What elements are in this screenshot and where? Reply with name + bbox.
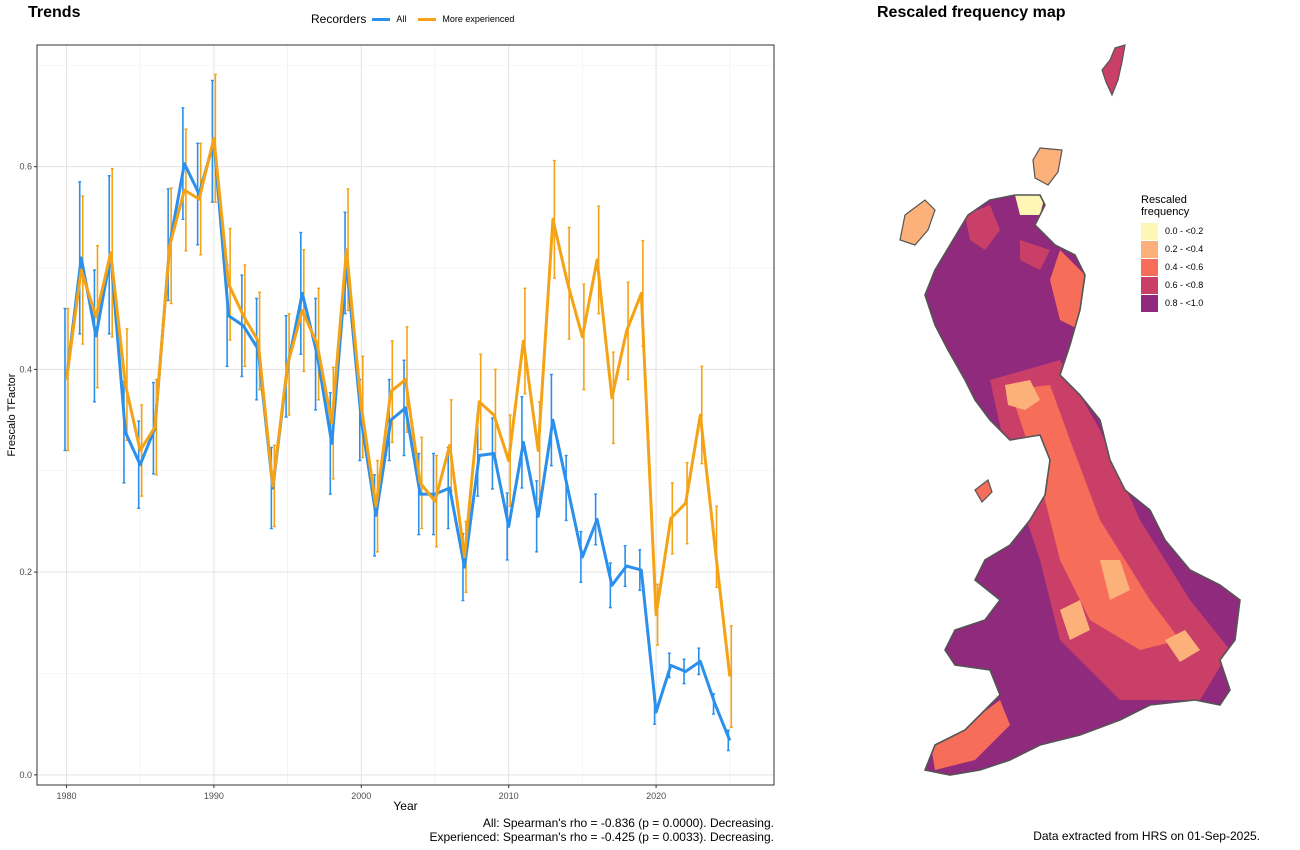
map-band-light xyxy=(1005,380,1200,662)
legend-title: Recorders xyxy=(311,12,367,26)
y-axis-label: Frescalo TFactor xyxy=(6,373,18,456)
arran-island xyxy=(974,479,993,503)
trends-chart: 0.0 0.2 0.4 0.6 1980 1990 2000 2010 2020 Year Fr… xyxy=(6,44,775,813)
map-islands xyxy=(899,44,1126,503)
map-band-north-light xyxy=(1015,195,1045,215)
map-legend-row: 0.2 - <0.4 xyxy=(1141,240,1203,258)
map-legend-row: 0.4 - <0.6 xyxy=(1141,258,1203,276)
map-legend-swatch xyxy=(1141,258,1158,276)
stats-line-all: All: Spearman's rho = -0.836 (p = 0.0000… xyxy=(482,816,774,830)
y-tick-label: 0.6 xyxy=(19,162,32,172)
legend-label-all: All xyxy=(396,14,407,24)
plot-border xyxy=(36,44,775,786)
x-tick-label: 2000 xyxy=(351,791,371,801)
map-band-highlands xyxy=(965,205,1050,270)
legend-swatch-all xyxy=(372,17,391,21)
y-tick-label: 0.2 xyxy=(19,567,32,577)
map-legend-swatch xyxy=(1141,276,1158,294)
shetland-island xyxy=(1101,44,1126,97)
stats-line-experienced: Experienced: Spearman's rho = -0.425 (p … xyxy=(429,830,775,844)
x-tick-label: 1990 xyxy=(204,791,224,801)
map-legend-row: 0.0 - <0.2 xyxy=(1141,222,1203,240)
series-layer xyxy=(63,73,733,752)
map-title: Rescaled frequency map xyxy=(877,4,1066,21)
map-legend-swatch xyxy=(1141,294,1158,312)
x-tick-label: 2010 xyxy=(499,791,519,801)
axis-layer: 0.0 0.2 0.4 0.6 1980 1990 2000 2010 2020 xyxy=(19,162,666,801)
x-tick-label: 1980 xyxy=(56,791,76,801)
stats-text: All: Spearman's rho = -0.836 (p = 0.0000… xyxy=(380,816,775,844)
map-legend-label: 0.8 - <1.0 xyxy=(1165,298,1204,308)
map-legend-row: 0.8 - <1.0 xyxy=(1141,294,1203,312)
orkney-island xyxy=(1032,147,1063,186)
map-legend: Rescaled frequency 0.0 - <0.2 0.2 - <0.4… xyxy=(1141,194,1203,312)
map-band-high xyxy=(1010,385,1180,650)
x-axis-label: Year xyxy=(393,799,417,813)
map-legend-swatch xyxy=(1141,240,1158,258)
map-legend-label: 0.4 - <0.6 xyxy=(1165,262,1204,272)
grid xyxy=(37,45,774,785)
map-legend-row: 0.6 - <0.8 xyxy=(1141,276,1203,294)
series-line-all xyxy=(65,139,732,741)
frequency-map xyxy=(899,44,1241,776)
map-legend-label: 0.6 - <0.8 xyxy=(1165,280,1204,290)
map-legend-label: 0.0 - <0.2 xyxy=(1165,226,1204,236)
map-band-southwest xyxy=(930,700,1010,770)
y-tick-label: 0.0 xyxy=(19,770,32,780)
trends-title: Trends xyxy=(28,4,81,21)
map-legend-swatch xyxy=(1141,222,1158,240)
x-tick-label: 2020 xyxy=(646,791,666,801)
map-legend-title-2: frequency xyxy=(1141,206,1190,218)
legend-label-experienced: More experienced xyxy=(442,14,515,24)
series-line-experienced xyxy=(65,136,732,677)
map-legend-label: 0.2 - <0.4 xyxy=(1165,244,1204,254)
chart-legend: Recorders All More experienced xyxy=(311,12,520,26)
legend-swatch-experienced xyxy=(418,17,437,21)
map-legend-title-1: Rescaled xyxy=(1141,194,1187,206)
lewis-island xyxy=(899,199,936,246)
data-source-note: Data extracted from HRS on 01-Sep-2025. xyxy=(1033,829,1260,843)
y-tick-label: 0.4 xyxy=(19,364,32,374)
